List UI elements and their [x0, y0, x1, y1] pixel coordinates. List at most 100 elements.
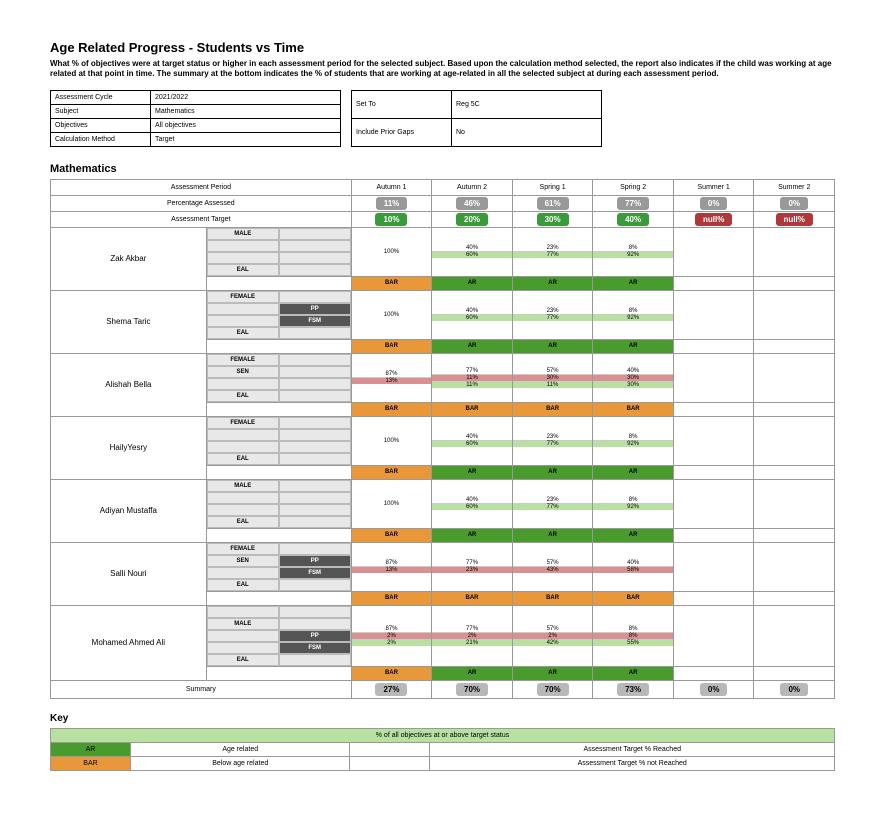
data-cell	[754, 353, 835, 402]
status-bar	[673, 339, 754, 353]
tag-cell	[279, 492, 351, 504]
bar-spacer	[206, 276, 351, 290]
tag-cell	[279, 606, 351, 618]
data-segment: 60%	[432, 251, 512, 258]
tag-cell	[279, 579, 351, 591]
status-bar: AR	[593, 276, 674, 290]
key-right: Assessment Target % Reached	[430, 742, 835, 756]
student-name: Salli Nouri	[51, 542, 207, 605]
status-bar	[754, 402, 835, 416]
data-segment: 100%	[352, 312, 432, 318]
tag-cell: EAL	[207, 516, 279, 528]
data-cell: 8%92%	[593, 479, 674, 528]
status-bar: BAR	[432, 591, 513, 605]
data-segment: 60%	[432, 440, 512, 447]
target-cell: null%	[673, 211, 754, 227]
data-segment: 42%	[513, 639, 593, 646]
status-bar	[673, 528, 754, 542]
status-bar	[673, 276, 754, 290]
tag-cell	[207, 252, 279, 264]
tag-cell	[207, 441, 279, 453]
meta-label: Subject	[51, 104, 151, 118]
data-segment: 77%	[513, 251, 593, 258]
key-code: AR	[51, 742, 131, 756]
summary-cell: 70%	[512, 680, 593, 698]
data-segment: 92%	[593, 314, 673, 321]
key-desc: Below age related	[131, 756, 350, 770]
tag-cell	[207, 606, 279, 618]
student-tags: FEMALESENPPFSMEAL	[206, 542, 351, 591]
student-tags: FEMALEEAL	[206, 416, 351, 465]
status-bar: AR	[593, 666, 674, 680]
pct-assessed-cell: 61%	[512, 195, 593, 211]
meta-value: 2021/2022	[151, 90, 341, 104]
tag-cell: EAL	[207, 327, 279, 339]
tag-cell	[279, 366, 351, 378]
period-header: Summer 2	[754, 179, 835, 195]
tag-cell: EAL	[207, 264, 279, 276]
student-name: Alishah Bella	[51, 353, 207, 416]
tag-cell	[279, 453, 351, 465]
tag-cell: FSM	[279, 315, 351, 327]
target-cell: 30%	[512, 211, 593, 227]
data-cell: 23%77%	[512, 416, 593, 465]
target-cell: 20%	[432, 211, 513, 227]
meta-value: Target	[151, 132, 341, 146]
tag-cell	[279, 228, 351, 240]
data-segment: 92%	[593, 251, 673, 258]
tag-cell: FEMALE	[207, 354, 279, 366]
data-segment: 11%	[513, 381, 593, 388]
data-cell: 77%23%	[432, 542, 513, 591]
tag-cell	[279, 291, 351, 303]
bar-spacer	[206, 465, 351, 479]
status-bar	[754, 528, 835, 542]
status-bar: AR	[512, 666, 593, 680]
status-bar	[754, 465, 835, 479]
data-segment: 11%	[432, 381, 512, 388]
tag-cell	[279, 543, 351, 555]
meta-table-right: Set ToReg 5CInclude Prior GapsNo	[351, 90, 602, 147]
data-cell	[673, 416, 754, 465]
data-segment: 2%	[352, 639, 432, 646]
data-cell: 100%	[351, 227, 432, 276]
data-cell: 40%60%	[432, 227, 513, 276]
data-segment: 13%	[352, 566, 432, 573]
hdr-pct-assessed: Percentage Assessed	[51, 195, 352, 211]
status-bar: BAR	[351, 528, 432, 542]
status-bar: BAR	[351, 591, 432, 605]
main-table: Assessment PeriodAutumn 1Autumn 2Spring …	[50, 179, 835, 699]
status-bar	[673, 402, 754, 416]
status-bar: AR	[512, 528, 593, 542]
status-bar	[673, 591, 754, 605]
tag-cell	[207, 303, 279, 315]
pct-assessed-cell: 77%	[593, 195, 674, 211]
tag-cell: PP	[279, 555, 351, 567]
data-cell: 57%30%11%	[512, 353, 593, 402]
summary-cell: 27%	[351, 680, 432, 698]
data-segment: 8%	[593, 632, 673, 639]
status-bar: BAR	[432, 402, 513, 416]
tag-cell: SEN	[207, 366, 279, 378]
data-cell: 8%92%	[593, 290, 674, 339]
bar-spacer	[206, 339, 351, 353]
data-segment: 60%	[432, 503, 512, 510]
status-bar: BAR	[351, 465, 432, 479]
meta-label: Assessment Cycle	[51, 90, 151, 104]
data-cell	[754, 416, 835, 465]
tag-cell	[279, 429, 351, 441]
data-cell	[754, 542, 835, 591]
hdr-assessment-period: Assessment Period	[51, 179, 352, 195]
bar-spacer	[206, 591, 351, 605]
student-name: Mohamed Ahmed Ali	[51, 605, 207, 680]
data-cell	[673, 542, 754, 591]
tag-cell	[207, 315, 279, 327]
data-segment: 77%	[513, 314, 593, 321]
pct-assessed-cell: 0%	[673, 195, 754, 211]
tag-cell	[207, 630, 279, 642]
student-name: HailyYesry	[51, 416, 207, 479]
tag-cell	[279, 516, 351, 528]
key-right: Assessment Target % not Reached	[430, 756, 835, 770]
bar-spacer	[206, 528, 351, 542]
student-name: Shema Taric	[51, 290, 207, 353]
tag-cell: FSM	[279, 567, 351, 579]
